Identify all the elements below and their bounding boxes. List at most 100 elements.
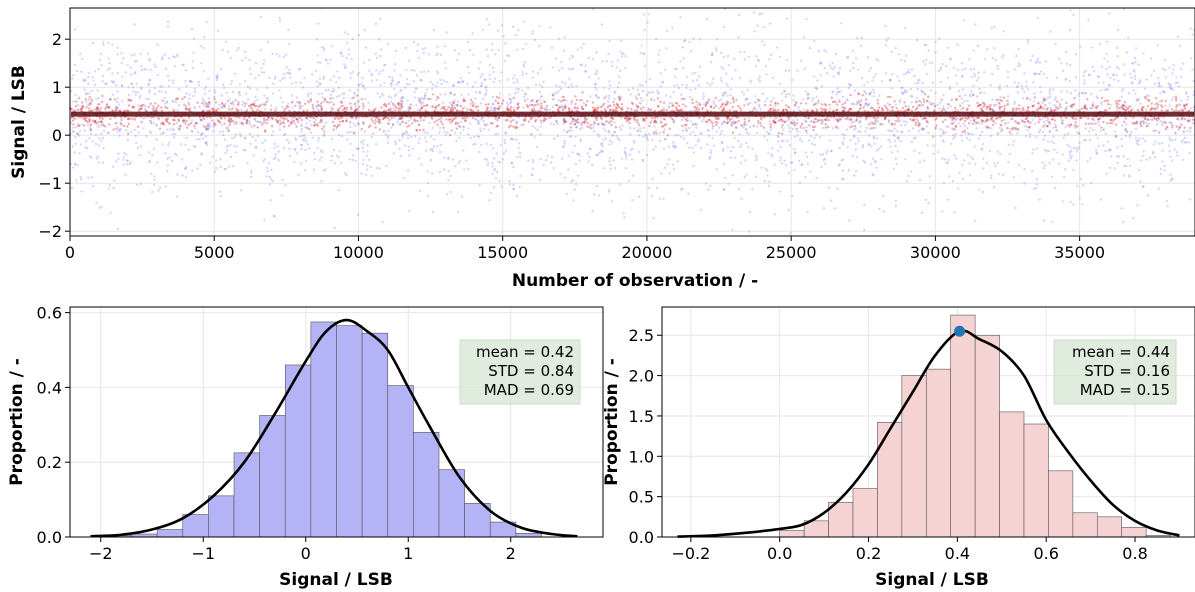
scatter-point xyxy=(238,116,241,119)
scatter-point xyxy=(707,98,711,101)
scatter-point xyxy=(366,164,369,167)
scatter-point xyxy=(79,52,82,56)
scatter-point xyxy=(78,96,81,100)
scatter-point xyxy=(884,117,887,120)
scatter-point xyxy=(1183,141,1187,144)
scatter-point xyxy=(1168,66,1171,70)
scatter-point xyxy=(120,84,124,87)
scatter-point xyxy=(560,104,564,107)
scatter-point xyxy=(1105,40,1109,44)
scatter-point xyxy=(571,179,574,182)
scatter-point xyxy=(854,170,858,173)
scatter-point xyxy=(799,137,802,141)
scatter-point xyxy=(391,123,395,126)
scatter-point xyxy=(543,118,547,122)
scatter-point xyxy=(234,133,238,136)
scatter-point xyxy=(874,161,877,164)
scatter-point xyxy=(1035,61,1038,64)
scatter-point xyxy=(207,122,210,125)
scatter-point xyxy=(953,135,957,138)
scatter-point xyxy=(332,148,336,152)
scatter-point xyxy=(1084,139,1087,142)
scatter-point xyxy=(443,92,447,96)
scatter-point xyxy=(1094,149,1098,152)
scatter-point xyxy=(436,52,439,55)
scatter-point xyxy=(662,147,666,150)
scatter-point xyxy=(1161,105,1164,109)
scatter-point xyxy=(424,136,427,139)
scatter-point xyxy=(819,153,822,156)
scatter-point xyxy=(238,83,242,86)
scatter-point xyxy=(782,119,785,123)
scatter-point xyxy=(604,129,607,132)
scatter-point xyxy=(1083,71,1086,74)
scatter-point xyxy=(926,99,929,103)
scatter-point xyxy=(838,100,841,104)
scatter-point xyxy=(617,95,621,98)
scatter-point xyxy=(475,91,478,94)
scatter-point xyxy=(1060,62,1063,65)
scatter-point xyxy=(104,107,107,110)
scatter-point xyxy=(357,123,361,126)
scatter-point xyxy=(306,99,309,103)
scatter-point xyxy=(400,121,403,125)
scatter-point xyxy=(366,168,369,171)
scatter-point xyxy=(866,56,870,59)
scatter-point xyxy=(273,77,277,80)
scatter-point xyxy=(820,85,823,88)
scatter-point xyxy=(1142,121,1146,124)
scatter-point xyxy=(1171,178,1174,181)
scatter-point xyxy=(1054,42,1057,46)
scatter-point xyxy=(485,142,488,146)
scatter-point xyxy=(925,58,928,61)
scatter-point xyxy=(1088,139,1092,142)
scatter-point xyxy=(608,188,611,191)
scatter-point xyxy=(126,125,129,128)
scatter-point xyxy=(358,105,361,109)
scatter-point xyxy=(337,109,340,112)
scatter-point xyxy=(743,175,746,179)
scatter-point xyxy=(688,95,692,99)
scatter-point xyxy=(1170,159,1174,162)
scatter-point xyxy=(694,87,697,90)
scatter-point xyxy=(167,141,171,144)
scatter-point xyxy=(101,161,105,164)
scatter-point xyxy=(636,108,639,111)
scatter-point xyxy=(709,151,712,155)
scatter-point xyxy=(443,107,446,111)
scatter-point xyxy=(509,124,512,127)
scatter-point xyxy=(513,74,516,77)
scatter-point xyxy=(761,40,764,43)
scatter-point xyxy=(691,72,694,75)
scatter-point xyxy=(813,75,816,78)
scatter-point xyxy=(665,29,669,33)
scatter-point xyxy=(493,107,497,110)
scatter-point xyxy=(355,109,358,113)
scatter-point xyxy=(472,53,475,57)
scatter-point xyxy=(109,117,112,121)
scatter-point xyxy=(998,105,1001,109)
scatter-point xyxy=(609,104,612,107)
scatter-point xyxy=(516,91,520,94)
scatter-point xyxy=(354,159,357,163)
scatter-point xyxy=(449,118,452,121)
scatter-point xyxy=(656,89,659,92)
scatter-point xyxy=(1039,91,1043,94)
scatter-point xyxy=(1028,98,1032,101)
scatter-point xyxy=(920,89,923,92)
scatter-point xyxy=(862,106,865,109)
scatter-point xyxy=(229,143,232,147)
scatter-point xyxy=(744,128,748,131)
scatter-point xyxy=(1039,106,1043,109)
scatter-point xyxy=(758,75,761,78)
scatter-point xyxy=(941,139,945,142)
scatter-point xyxy=(1013,120,1017,123)
scatter-point xyxy=(316,85,320,88)
scatter-point xyxy=(1174,97,1178,100)
scatter-point xyxy=(439,120,443,123)
scatter-point xyxy=(958,95,962,98)
scatter-point xyxy=(312,116,315,120)
scatter-point xyxy=(481,73,484,76)
scatter-point xyxy=(961,75,964,78)
scatter-point xyxy=(863,90,866,93)
